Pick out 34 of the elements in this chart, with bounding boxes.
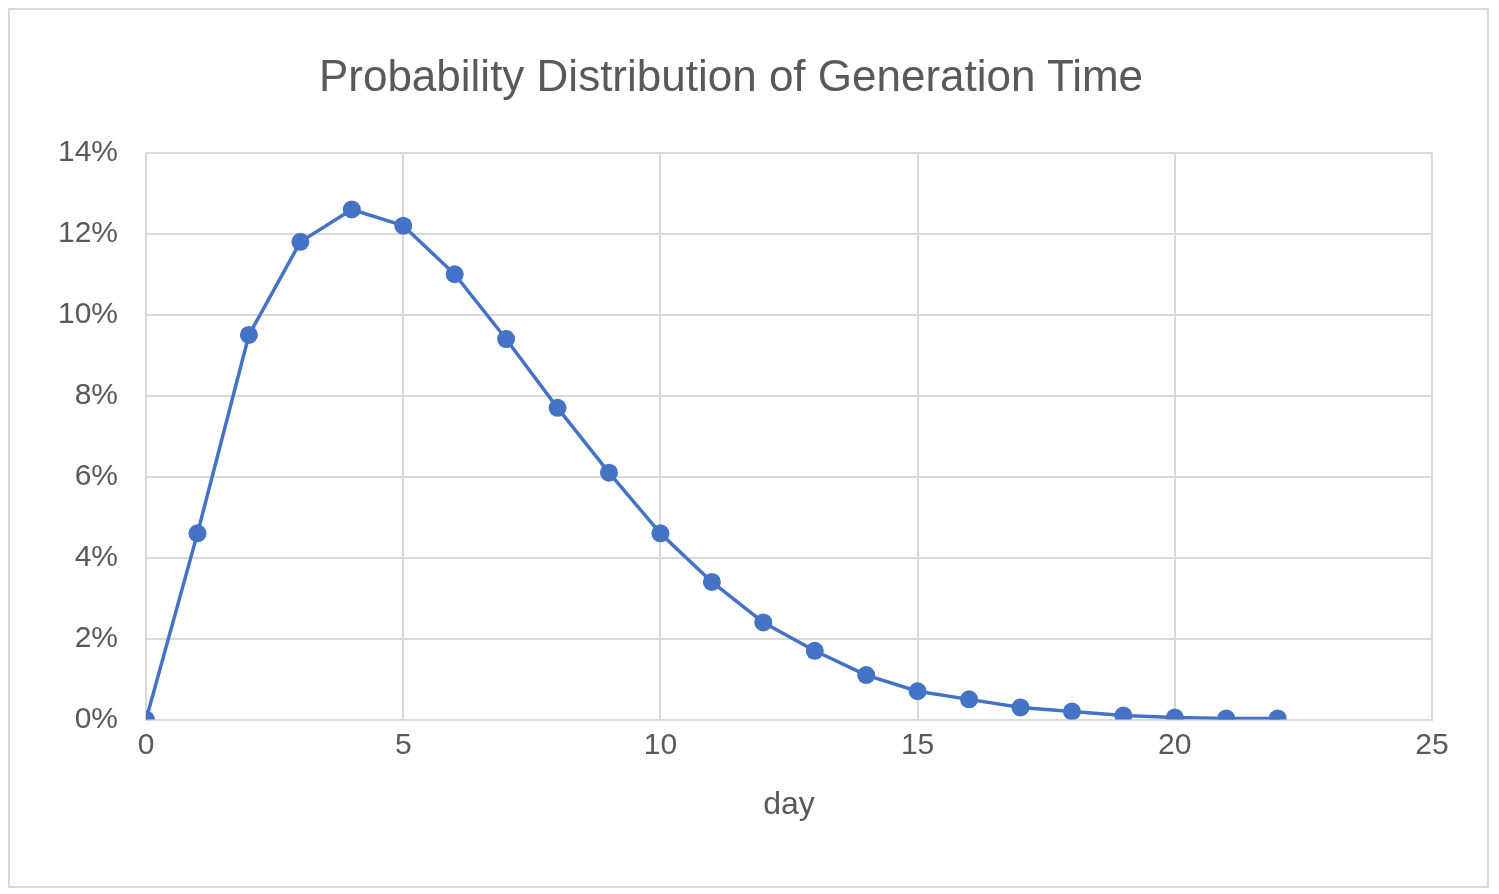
- y-tick-label: 14%: [58, 134, 119, 168]
- x-tick-label: 20: [1158, 726, 1192, 760]
- point: [754, 613, 773, 632]
- y-tick-label: 12%: [58, 215, 119, 249]
- x-tick-label: 0: [137, 726, 155, 760]
- point: [394, 216, 413, 235]
- chart-title: Probability Distribution of Generation Time: [318, 50, 1144, 100]
- x-tick-label: 10: [643, 726, 678, 760]
- point: [960, 690, 979, 709]
- x-axis-title: day: [763, 784, 815, 821]
- y-tick-label: 4%: [74, 538, 119, 572]
- x-tick-label: 25: [1415, 726, 1449, 760]
- point: [497, 330, 516, 349]
- point: [857, 666, 876, 685]
- y-tick-label: 8%: [74, 376, 119, 410]
- point: [445, 265, 464, 284]
- point: [548, 398, 567, 417]
- point: [805, 641, 824, 660]
- point: [1011, 698, 1030, 717]
- y-tick-label: 2%: [74, 619, 119, 653]
- point: [1062, 702, 1081, 720]
- point: [291, 232, 310, 251]
- point: [908, 682, 927, 701]
- point: [702, 572, 721, 591]
- point: [599, 463, 618, 482]
- point: [651, 524, 670, 543]
- point: [239, 325, 258, 344]
- y-tick-label: 0%: [74, 700, 119, 734]
- x-tick-label: 15: [900, 726, 935, 760]
- point: [342, 200, 361, 219]
- y-tick-label: 6%: [74, 457, 119, 491]
- y-tick-label: 10%: [58, 296, 119, 330]
- point: [188, 524, 207, 543]
- x-tick-label: 5: [394, 726, 412, 760]
